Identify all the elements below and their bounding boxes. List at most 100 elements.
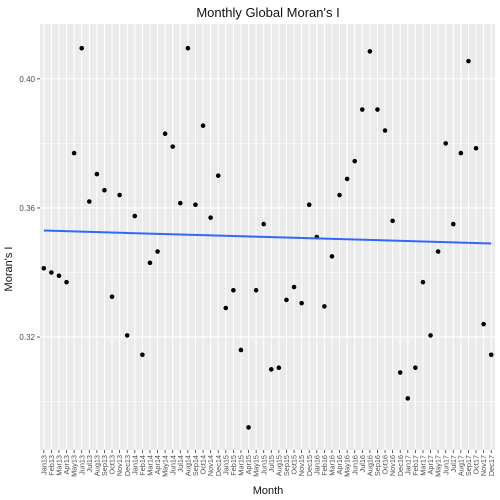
data-point	[79, 45, 85, 51]
data-points	[41, 45, 494, 430]
data-point	[435, 249, 441, 254]
data-point	[231, 287, 236, 293]
data-point	[405, 396, 411, 401]
data-point	[413, 365, 418, 371]
data-point	[428, 333, 433, 338]
x-tick-label: Sep16	[373, 455, 382, 476]
x-tick-label: Jan14	[130, 455, 139, 475]
x-tick-label: Dec17	[487, 455, 496, 476]
data-point	[397, 370, 403, 375]
data-point	[390, 218, 395, 224]
x-tick-label: Apr15	[244, 455, 253, 474]
data-point	[359, 107, 365, 112]
y-axis-title: Moran's I	[3, 247, 15, 292]
data-point	[466, 58, 471, 64]
x-tick-label: Feb15	[229, 455, 238, 476]
x-tick-label: Jun16	[350, 455, 359, 475]
x-tick-label: Oct16	[381, 455, 390, 474]
y-tick-label: 0.36	[19, 204, 35, 213]
x-tick-label: Mar16	[328, 455, 337, 476]
data-point	[185, 45, 191, 51]
x-tick-label: Aug13	[92, 455, 101, 476]
data-point	[322, 304, 327, 309]
data-point	[375, 107, 380, 112]
x-tick-label: Jun17	[441, 455, 450, 475]
data-point	[140, 352, 145, 358]
x-tick-label: May14	[161, 455, 170, 477]
data-point	[367, 49, 373, 54]
x-tick-label: Oct13	[108, 455, 117, 474]
data-point	[200, 123, 206, 128]
x-tick-label: Dec16	[396, 455, 405, 476]
y-tick-label: 0.32	[19, 333, 35, 342]
data-point	[284, 297, 289, 303]
data-point	[56, 273, 62, 279]
data-point	[215, 173, 221, 178]
data-point	[291, 284, 297, 290]
data-point	[49, 270, 54, 275]
data-point	[177, 200, 183, 206]
x-tick-label: Sep15	[282, 455, 291, 476]
x-tick-label: May13	[70, 455, 79, 477]
x-tick-label: Mar15	[237, 455, 246, 476]
x-tick-label: May17	[434, 455, 443, 477]
data-point	[238, 347, 244, 353]
x-tick-label: Jul17	[449, 455, 458, 472]
data-point	[276, 365, 282, 371]
x-tick-label: Jan15	[221, 455, 230, 475]
data-point	[488, 352, 494, 358]
x-tick-label: Feb13	[47, 455, 56, 476]
data-point	[261, 221, 267, 227]
data-point	[124, 333, 130, 338]
data-point	[147, 260, 153, 266]
data-point	[473, 145, 479, 151]
x-tick-label: Mar17	[419, 455, 428, 476]
data-point	[94, 171, 100, 177]
x-tick-label: Oct15	[290, 455, 299, 474]
data-point	[299, 300, 304, 306]
x-tick-label: Apr16	[335, 455, 344, 474]
x-tick-label: Sep17	[464, 455, 473, 476]
data-point	[443, 141, 449, 146]
chart-title: Monthly Global Moran's I	[196, 5, 339, 20]
data-point	[71, 150, 77, 156]
data-point	[306, 202, 312, 208]
x-tick-label: Jul14	[176, 455, 185, 472]
x-tick-label: Dec14	[214, 455, 223, 476]
x-tick-label: Mar14	[146, 455, 155, 476]
x-tick-label: Dec13	[123, 455, 132, 476]
x-tick-label: Oct17	[472, 455, 481, 474]
data-point	[64, 279, 69, 285]
x-tick-label: Feb14	[138, 455, 147, 476]
data-point	[223, 305, 229, 311]
data-point	[117, 192, 122, 198]
data-point	[382, 128, 388, 133]
x-tick-label: Jun13	[77, 455, 86, 475]
data-point	[162, 131, 168, 137]
y-axis: 0.32 0.36 0.40	[19, 75, 40, 342]
data-point	[481, 321, 486, 327]
x-tick-label: Feb17	[411, 455, 420, 476]
grid-minor	[40, 143, 495, 402]
x-tick-label: May16	[343, 455, 352, 477]
data-point	[170, 144, 176, 149]
x-tick-label: Aug17	[456, 455, 465, 476]
x-tick-label: Jan17	[403, 455, 412, 475]
x-tick-label: Oct14	[199, 455, 208, 474]
x-tick-label: Jul13	[85, 455, 94, 472]
trend-line	[43, 229, 492, 245]
y-tick-label: 0.40	[19, 75, 35, 84]
x-tick-label: Sep14	[191, 455, 200, 476]
data-point	[458, 150, 464, 156]
x-tick-label: May15	[252, 455, 261, 477]
data-point	[86, 199, 92, 204]
data-point	[337, 192, 342, 198]
x-tick-label: Apr17	[426, 455, 435, 474]
data-point	[246, 425, 251, 430]
x-tick-label: Aug15	[274, 455, 283, 476]
data-point	[352, 158, 358, 164]
x-tick-label: Jan16	[312, 455, 321, 475]
data-point	[132, 213, 138, 219]
data-point	[102, 187, 107, 193]
